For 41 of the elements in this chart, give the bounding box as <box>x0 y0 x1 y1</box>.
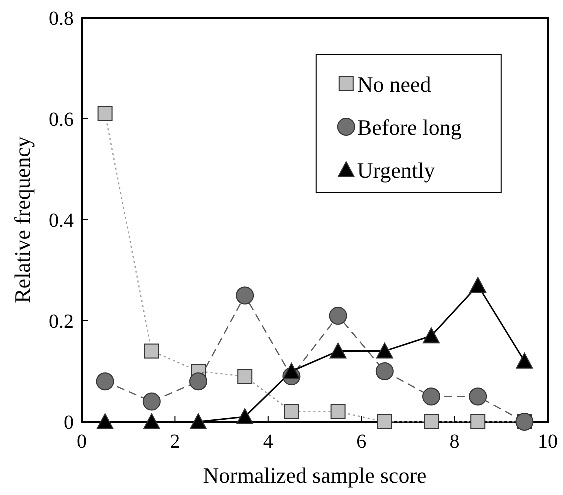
y-tick-label: 0.8 <box>49 8 74 30</box>
point <box>376 342 394 359</box>
y-tick-label: 0 <box>64 412 74 434</box>
point <box>470 414 486 430</box>
point <box>190 414 207 430</box>
point <box>424 414 439 430</box>
point <box>330 342 347 359</box>
point <box>423 328 440 344</box>
y-tick-label: 0.2 <box>49 311 74 333</box>
legend-label: Urgently <box>357 158 436 183</box>
point <box>376 362 394 380</box>
point <box>96 414 114 430</box>
point <box>98 106 113 122</box>
y-tick-label: 0.6 <box>49 109 74 131</box>
x-tick-label: 4 <box>263 431 274 453</box>
point <box>238 369 253 384</box>
point <box>284 404 300 420</box>
point <box>144 344 160 359</box>
point <box>236 286 254 305</box>
point <box>190 372 208 391</box>
legend-label: No need <box>357 72 432 97</box>
point <box>516 352 534 369</box>
x-axis-title: Normalized sample score <box>203 463 427 488</box>
y-axis-title: Relative frequency <box>10 136 35 304</box>
y-tick-label: 0.4 <box>49 210 74 232</box>
point <box>96 372 114 391</box>
x-tick-label: 2 <box>170 431 180 453</box>
point <box>470 277 487 294</box>
point <box>422 388 440 406</box>
point <box>283 363 300 379</box>
point <box>236 408 254 424</box>
point <box>377 414 392 430</box>
point <box>329 306 348 325</box>
point <box>330 404 346 420</box>
legend-label: Before long <box>357 115 462 140</box>
point <box>143 414 160 430</box>
x-tick-label: 10 <box>538 431 558 453</box>
x-tick-label: 8 <box>450 431 460 453</box>
point <box>142 392 161 411</box>
x-tick-label: 6 <box>356 431 367 453</box>
point <box>469 388 488 406</box>
